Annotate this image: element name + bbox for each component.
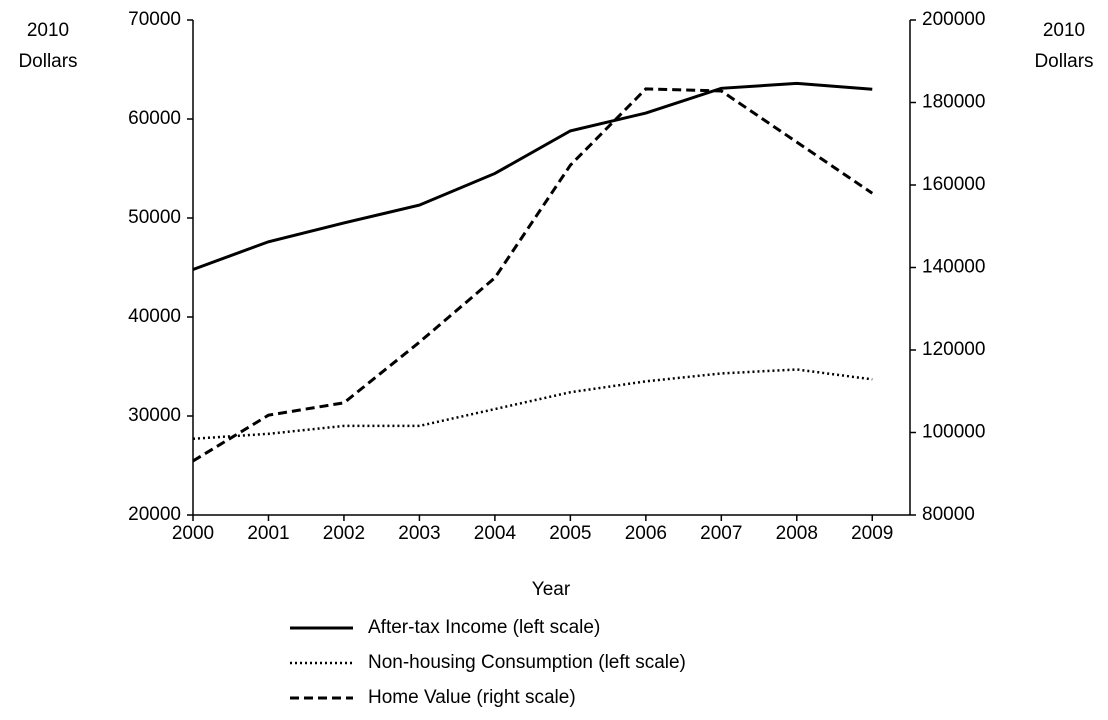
series-line bbox=[192, 368, 873, 441]
series-line bbox=[192, 87, 874, 463]
x-axis-title: Year bbox=[532, 579, 571, 600]
y-tick-label: 50000 bbox=[128, 207, 181, 228]
x-tick-label: 2007 bbox=[700, 523, 742, 544]
x-tick-label: 2005 bbox=[549, 523, 591, 544]
y2-axis-title: Dollars bbox=[1034, 51, 1093, 72]
y2-tick-label: 120000 bbox=[922, 339, 985, 360]
y2-tick-label: 80000 bbox=[922, 504, 975, 525]
x-tick-label: 2004 bbox=[474, 523, 517, 544]
y-tick-label: 30000 bbox=[128, 405, 181, 426]
x-tick-label: 2009 bbox=[851, 523, 893, 544]
x-tick-label: 2000 bbox=[172, 523, 214, 544]
legend-label: After-tax Income (left scale) bbox=[368, 617, 600, 638]
x-tick-label: 2006 bbox=[625, 523, 667, 544]
x-tick-label: 2002 bbox=[323, 523, 365, 544]
y-tick-label: 70000 bbox=[128, 9, 181, 30]
series-line bbox=[192, 81, 873, 271]
y2-tick-label: 100000 bbox=[922, 422, 985, 443]
x-tick-label: 2003 bbox=[398, 523, 440, 544]
legend-label: Home Value (right scale) bbox=[368, 687, 576, 708]
y-axis-title: Dollars bbox=[18, 51, 77, 72]
y2-tick-label: 160000 bbox=[922, 174, 985, 195]
y2-axis-title: 2010 bbox=[1043, 20, 1085, 41]
legend-label: Non-housing Consumption (left scale) bbox=[368, 652, 686, 673]
y2-tick-label: 200000 bbox=[922, 9, 985, 30]
y2-tick-label: 140000 bbox=[922, 257, 985, 278]
y-axis-title: 2010 bbox=[27, 20, 69, 41]
y2-tick-label: 180000 bbox=[922, 92, 985, 113]
y-tick-label: 20000 bbox=[128, 504, 181, 525]
y-tick-label: 60000 bbox=[128, 108, 181, 129]
y-tick-label: 40000 bbox=[128, 306, 181, 327]
x-tick-label: 2008 bbox=[776, 523, 818, 544]
x-tick-label: 2001 bbox=[247, 523, 289, 544]
